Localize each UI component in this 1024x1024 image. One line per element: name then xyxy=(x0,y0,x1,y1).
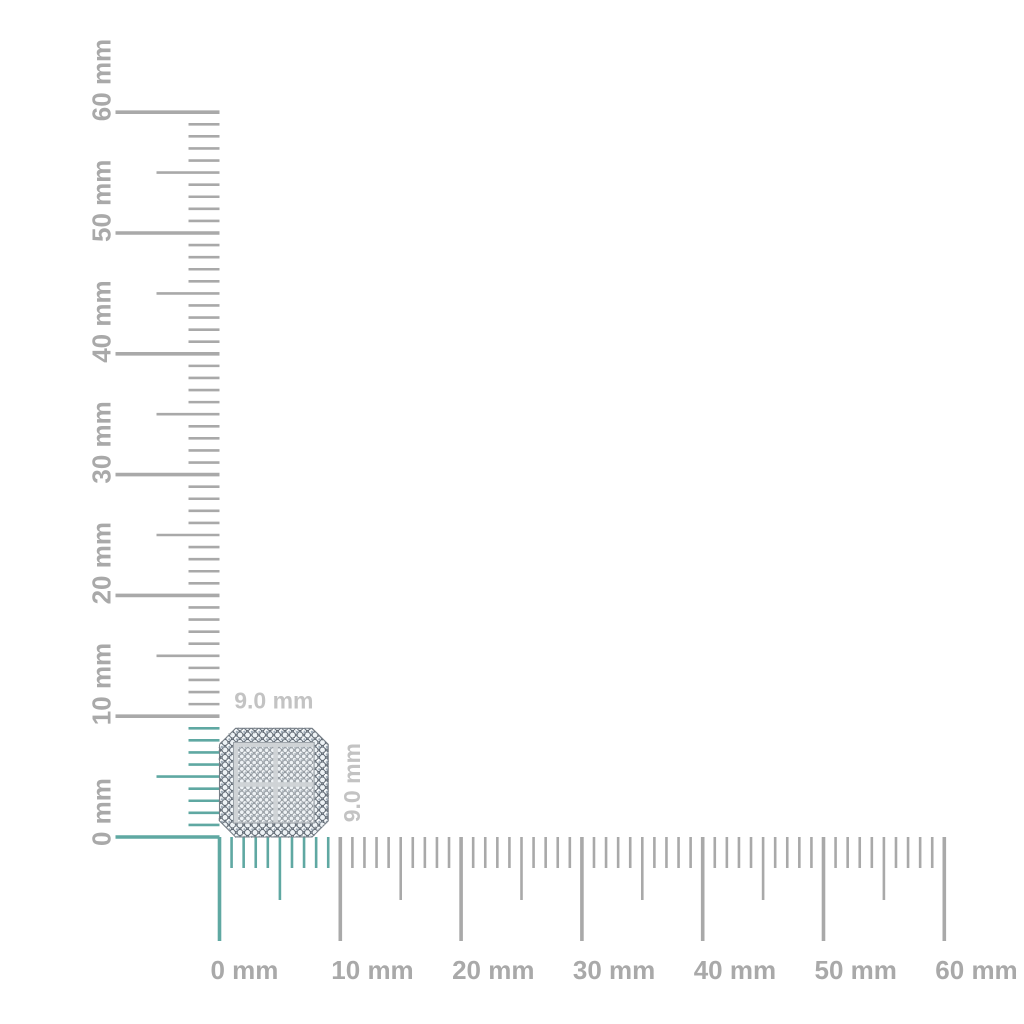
svg-text:20 mm: 20 mm xyxy=(452,955,534,985)
svg-text:10 mm: 10 mm xyxy=(87,643,117,725)
svg-text:30 mm: 30 mm xyxy=(573,955,655,985)
svg-text:0 mm: 0 mm xyxy=(211,955,279,985)
svg-text:40 mm: 40 mm xyxy=(694,955,776,985)
svg-text:20 mm: 20 mm xyxy=(87,522,117,604)
svg-text:10 mm: 10 mm xyxy=(331,955,413,985)
svg-text:50 mm: 50 mm xyxy=(87,160,117,242)
svg-text:9.0 mm: 9.0 mm xyxy=(339,743,365,822)
svg-text:30 mm: 30 mm xyxy=(87,401,117,483)
svg-text:60 mm: 60 mm xyxy=(935,955,1017,985)
svg-text:0 mm: 0 mm xyxy=(87,778,117,846)
svg-text:50 mm: 50 mm xyxy=(815,955,897,985)
svg-text:9.0 mm: 9.0 mm xyxy=(234,687,313,713)
svg-text:40 mm: 40 mm xyxy=(87,280,117,362)
svg-text:60 mm: 60 mm xyxy=(87,39,117,121)
